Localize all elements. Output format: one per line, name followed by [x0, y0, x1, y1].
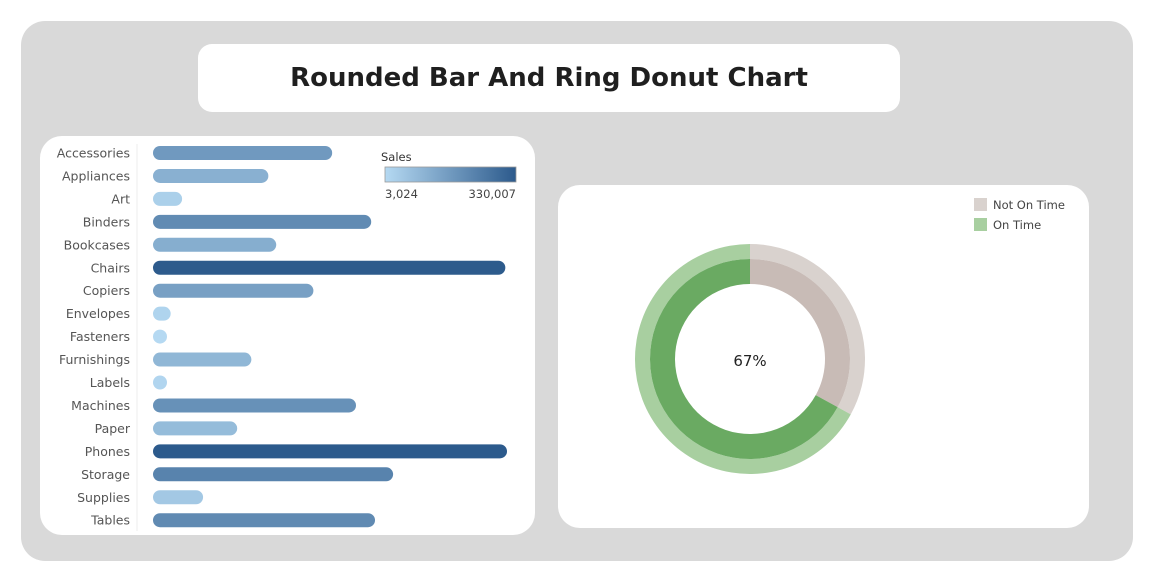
category-label-binders: Binders: [83, 214, 130, 229]
bar-art[interactable]: [153, 191, 183, 206]
bar-chairs[interactable]: [153, 260, 506, 275]
donut-legend: Not On Time On Time: [974, 198, 1065, 232]
category-label-storage: Storage: [81, 467, 130, 482]
sales-color-legend: Sales 3,024 330,007: [381, 150, 517, 201]
legend-swatch-on-time: [974, 218, 987, 231]
legend-label-not-on-time: Not On Time: [993, 198, 1065, 212]
category-label-accessories: Accessories: [57, 146, 130, 161]
bar-accessories[interactable]: [153, 146, 333, 160]
bar-copiers[interactable]: [153, 283, 314, 298]
category-label-phones: Phones: [85, 444, 130, 459]
category-label-paper: Paper: [95, 421, 131, 436]
ring-donut-chart: 67% Not On Time On Time: [635, 198, 1065, 474]
category-label-appliances: Appliances: [62, 168, 130, 183]
category-label-labels: Labels: [90, 375, 130, 390]
bar-appliances[interactable]: [153, 168, 269, 183]
bar-bookcases[interactable]: [153, 237, 277, 252]
category-label-supplies: Supplies: [77, 490, 130, 505]
donut-chart-card: 67% Not On Time On Time: [558, 185, 1089, 528]
dashboard-title: Rounded Bar And Ring Donut Chart: [290, 63, 808, 93]
category-label-furnishings: Furnishings: [59, 352, 130, 367]
bar-furnishings[interactable]: [153, 352, 252, 367]
category-label-art: Art: [111, 191, 130, 206]
bar-fasteners[interactable]: [153, 329, 167, 344]
category-label-machines: Machines: [71, 398, 130, 413]
bar-envelopes[interactable]: [153, 306, 171, 321]
category-label-bookcases: Bookcases: [64, 237, 130, 252]
bar-tables[interactable]: [153, 513, 376, 528]
donut-center-label: 67%: [733, 352, 766, 370]
sales-legend-max: 330,007: [468, 187, 516, 201]
sales-legend-gradient: [384, 166, 517, 183]
title-card: Rounded Bar And Ring Donut Chart: [198, 44, 900, 112]
rounded-bar-chart: Accessories Appliances Art Binders Bookcases…: [57, 144, 517, 531]
bar-labels[interactable]: [153, 375, 167, 390]
bar-machines[interactable]: [153, 398, 356, 413]
bar-binders[interactable]: [153, 214, 372, 229]
bar-chart-card: Accessories Appliances Art Binders Bookcases…: [40, 136, 535, 535]
legend-swatch-not-on-time: [974, 198, 987, 211]
bar-phones[interactable]: [153, 444, 507, 459]
sales-legend-title: Sales: [381, 150, 412, 164]
sales-legend-min: 3,024: [385, 187, 418, 201]
category-label-chairs: Chairs: [91, 260, 130, 275]
bar-paper[interactable]: [153, 421, 238, 436]
bar-supplies[interactable]: [153, 490, 204, 505]
bar-storage[interactable]: [153, 467, 394, 482]
inner-ring-not-on-time[interactable]: [750, 259, 850, 408]
category-label-copiers: Copiers: [83, 283, 130, 298]
legend-label-on-time: On Time: [993, 218, 1041, 232]
category-label-fasteners: Fasteners: [70, 329, 130, 344]
category-label-tables: Tables: [90, 513, 130, 528]
outer-ring-not-on-time[interactable]: [750, 244, 865, 415]
category-label-envelopes: Envelopes: [66, 306, 130, 321]
